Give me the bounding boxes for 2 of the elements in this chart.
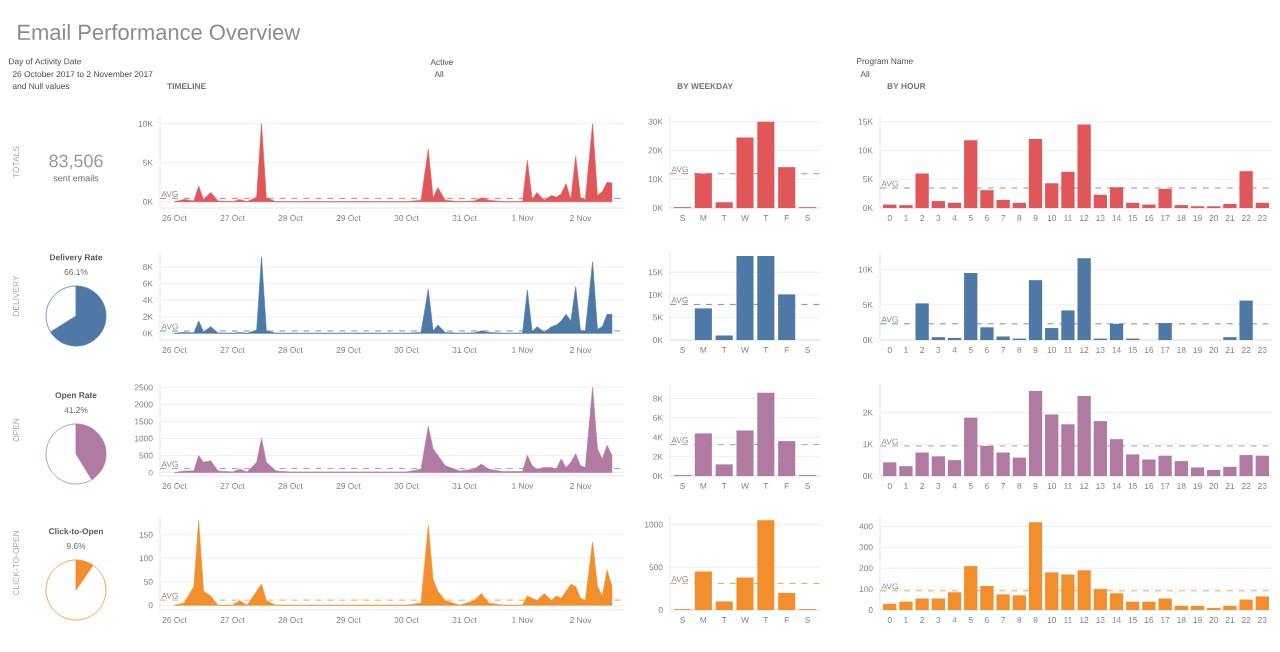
text: Email Performance Overview (18, 23, 301, 41)
text: 83,506 (49, 154, 103, 170)
